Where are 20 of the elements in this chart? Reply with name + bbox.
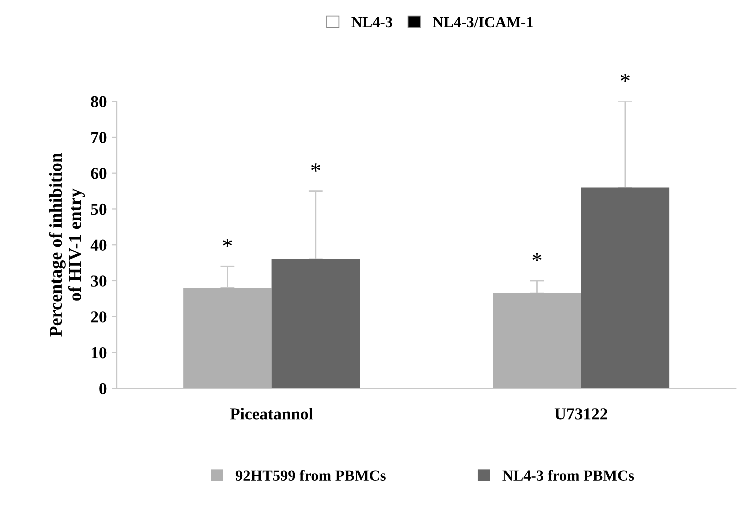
annotation: * <box>223 239 232 248</box>
x-tick-label: U73122 <box>554 408 608 420</box>
y-tick-label: 40 <box>90 240 107 252</box>
annotation: * <box>532 253 542 262</box>
y-axis-title: Percentage of inhibition of HIV-1 entry <box>49 153 86 337</box>
legend-label: NL4-3 from PBMCs <box>502 470 634 481</box>
y-tick-label: 70 <box>92 132 107 144</box>
y-tick-label: 10 <box>92 347 107 359</box>
y-tick-label: 60 <box>91 168 107 180</box>
y-tick-label: 80 <box>91 96 107 108</box>
legend-label: 92HT599 from PBMCs <box>236 470 386 481</box>
y-tick-label: 0 <box>100 383 107 395</box>
y-tick-label: 30 <box>91 276 107 287</box>
y-tick-label: 50 <box>91 204 107 216</box>
text: * <box>620 74 630 82</box>
x-tick-label: Piceatannol <box>230 408 314 420</box>
legend-label: NL4-3/ICAM-1 <box>433 17 533 28</box>
legend-label: NL4-3 <box>352 17 392 28</box>
y-tick-label: 20 <box>91 312 107 323</box>
annotation: * <box>311 164 320 172</box>
